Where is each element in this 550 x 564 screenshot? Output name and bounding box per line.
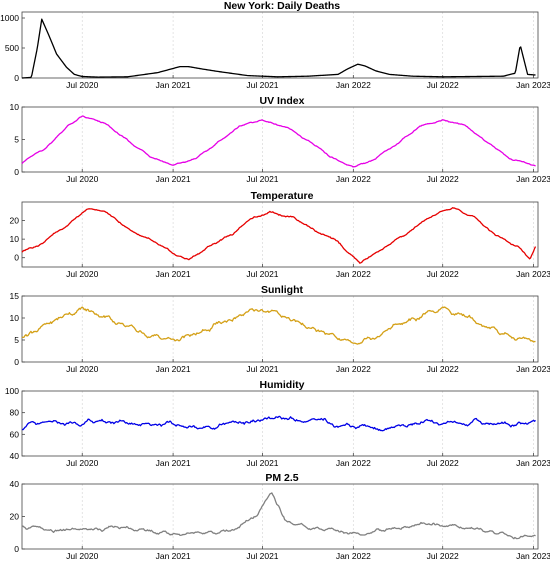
x-tick-label: Jan 2021: [156, 80, 191, 90]
y-tick-label: 60: [10, 429, 20, 439]
y-tick-label: 5: [14, 135, 19, 145]
y-tick-label: 10: [10, 234, 20, 244]
series-line: [21, 306, 536, 345]
panel-2: UV Index Jul 2020 Jan 2021 Jul 2021 Jan 2022…: [10, 95, 550, 184]
series-line: [21, 415, 536, 432]
panel-6: PM 2.5 Jul 2020 Jan 2021 Jul 2021 Jan 2022 Ju…: [10, 472, 550, 561]
x-tick-label: Jan 2021: [156, 269, 191, 279]
panel-title: Temperature: [251, 190, 314, 202]
panel-title: Humidity: [260, 379, 305, 391]
x-tick-label: Jan 2022: [336, 364, 371, 374]
x-tick-label: Jul 2020: [66, 174, 98, 184]
x-tick-label: Jul 2020: [66, 269, 98, 279]
y-tick-label: 1000: [0, 13, 19, 23]
y-tick-label: 0: [14, 167, 19, 177]
x-tick-label: Jan 2023: [516, 551, 550, 561]
x-tick-label: Jan 2022: [336, 458, 371, 468]
x-tick-label: Jan 2022: [336, 551, 371, 561]
y-tick-label: 0: [14, 544, 19, 554]
y-tick-label: 40: [10, 451, 20, 461]
x-tick-label: Jan 2022: [336, 269, 371, 279]
series-line: [21, 115, 536, 168]
axes-box: [21, 390, 539, 457]
x-tick-label: Jul 2022: [427, 174, 459, 184]
y-tick-label: 5: [14, 335, 19, 345]
y-tick-label: 0: [14, 253, 19, 263]
y-tick-label: 20: [10, 512, 20, 522]
panel-title: UV Index: [260, 95, 305, 107]
y-tick-label: 10: [10, 313, 20, 323]
x-tick-label: Jan 2021: [156, 551, 191, 561]
x-tick-label: Jan 2022: [336, 174, 371, 184]
axes-box: [21, 295, 539, 363]
y-tick-label: 20: [10, 216, 20, 226]
y-tick-label: 0: [14, 357, 19, 367]
x-tick-label: Jul 2020: [66, 80, 98, 90]
x-tick-label: Jul 2022: [427, 364, 459, 374]
axes-box: [21, 201, 539, 268]
x-tick-label: Jul 2020: [66, 458, 98, 468]
y-tick-label: 0: [14, 73, 19, 83]
x-tick-label: Jul 2021: [246, 174, 278, 184]
x-tick-label: Jul 2022: [427, 551, 459, 561]
x-tick-label: Jul 2020: [66, 551, 98, 561]
x-tick-label: Jul 2022: [427, 80, 459, 90]
x-tick-label: Jul 2021: [246, 458, 278, 468]
x-tick-label: Jan 2023: [516, 174, 550, 184]
x-tick-label: Jul 2020: [66, 364, 98, 374]
panel-1: New York: Daily Deaths Jul 2020 Jan 2021 Ju…: [0, 0, 550, 90]
x-tick-label: Jan 2021: [156, 458, 191, 468]
x-tick-label: Jan 2022: [336, 80, 371, 90]
x-tick-label: Jan 2021: [156, 174, 191, 184]
y-tick-label: 40: [10, 479, 20, 489]
y-tick-label: 100: [5, 386, 19, 396]
x-tick-label: Jul 2022: [427, 269, 459, 279]
y-tick-label: 15: [10, 291, 20, 301]
panel-title: PM 2.5: [265, 472, 298, 484]
axes-box: [21, 483, 539, 550]
x-tick-label: Jul 2021: [246, 551, 278, 561]
x-tick-label: Jul 2021: [246, 364, 278, 374]
panel-5: Humidity Jul 2020 Jan 2021 Jul 2021 Jan 2022…: [5, 379, 550, 468]
panel-title: New York: Daily Deaths: [224, 0, 340, 12]
x-tick-label: Jul 2021: [246, 269, 278, 279]
series-line: [21, 492, 536, 540]
x-tick-label: Jul 2021: [246, 80, 278, 90]
axes-box: [21, 106, 539, 173]
axes-box: [21, 11, 539, 79]
x-tick-label: Jul 2022: [427, 458, 459, 468]
series-line: [21, 207, 537, 264]
series-line: [21, 18, 536, 79]
panel-title: Sunlight: [261, 284, 303, 296]
x-tick-label: Jan 2023: [516, 269, 550, 279]
y-tick-label: 10: [10, 102, 20, 112]
x-tick-label: Jan 2023: [516, 364, 550, 374]
panel-3: Temperature Jul 2020 Jan 2021 Jul 2021 Jan 2…: [10, 190, 550, 279]
x-tick-label: Jan 2023: [516, 80, 550, 90]
y-tick-label: 80: [10, 408, 20, 418]
x-tick-label: Jan 2023: [516, 458, 550, 468]
x-tick-label: Jan 2021: [156, 364, 191, 374]
panel-4: Sunlight Jul 2020 Jan 2021 Jul 2021 Jan 2022…: [10, 284, 550, 374]
y-tick-label: 500: [5, 43, 19, 53]
